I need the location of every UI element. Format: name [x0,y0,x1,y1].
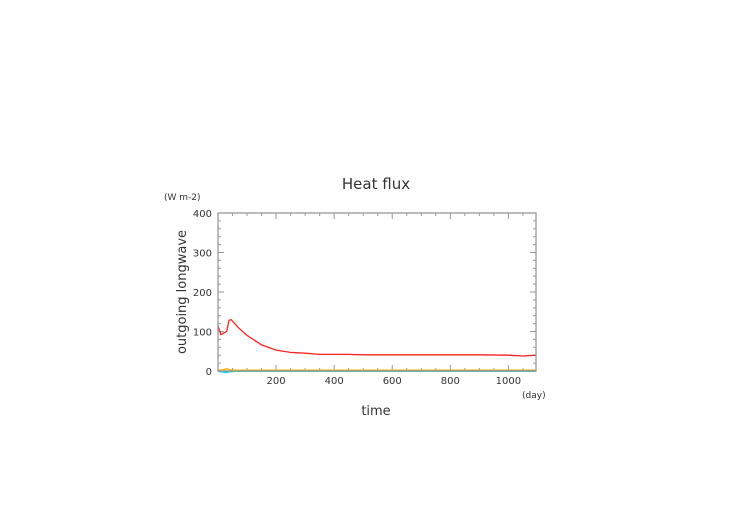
y-tick-label: 400 [193,209,212,220]
chart-title: Heat flux [342,175,410,193]
x-tick-label: 1000 [496,376,521,387]
x-axis-label: time [361,404,390,419]
x-tick-label: 400 [325,376,344,387]
x-tick-label: 200 [267,376,286,387]
y-unit-label: (W m-2) [164,193,201,203]
y-tick-label: 0 [206,367,212,378]
x-tick-label: 800 [441,376,460,387]
y-tick-label: 200 [193,288,212,299]
y-axis-label: outgoing longwave [175,230,190,354]
series-red-line [217,318,537,357]
y-tick-label: 300 [193,249,212,260]
y-tick-label: 100 [193,328,212,339]
plot-frame [217,212,537,372]
x-tick-label: 600 [383,376,402,387]
series-orange-line [217,367,536,371]
x-unit-label: (day) [522,391,546,401]
